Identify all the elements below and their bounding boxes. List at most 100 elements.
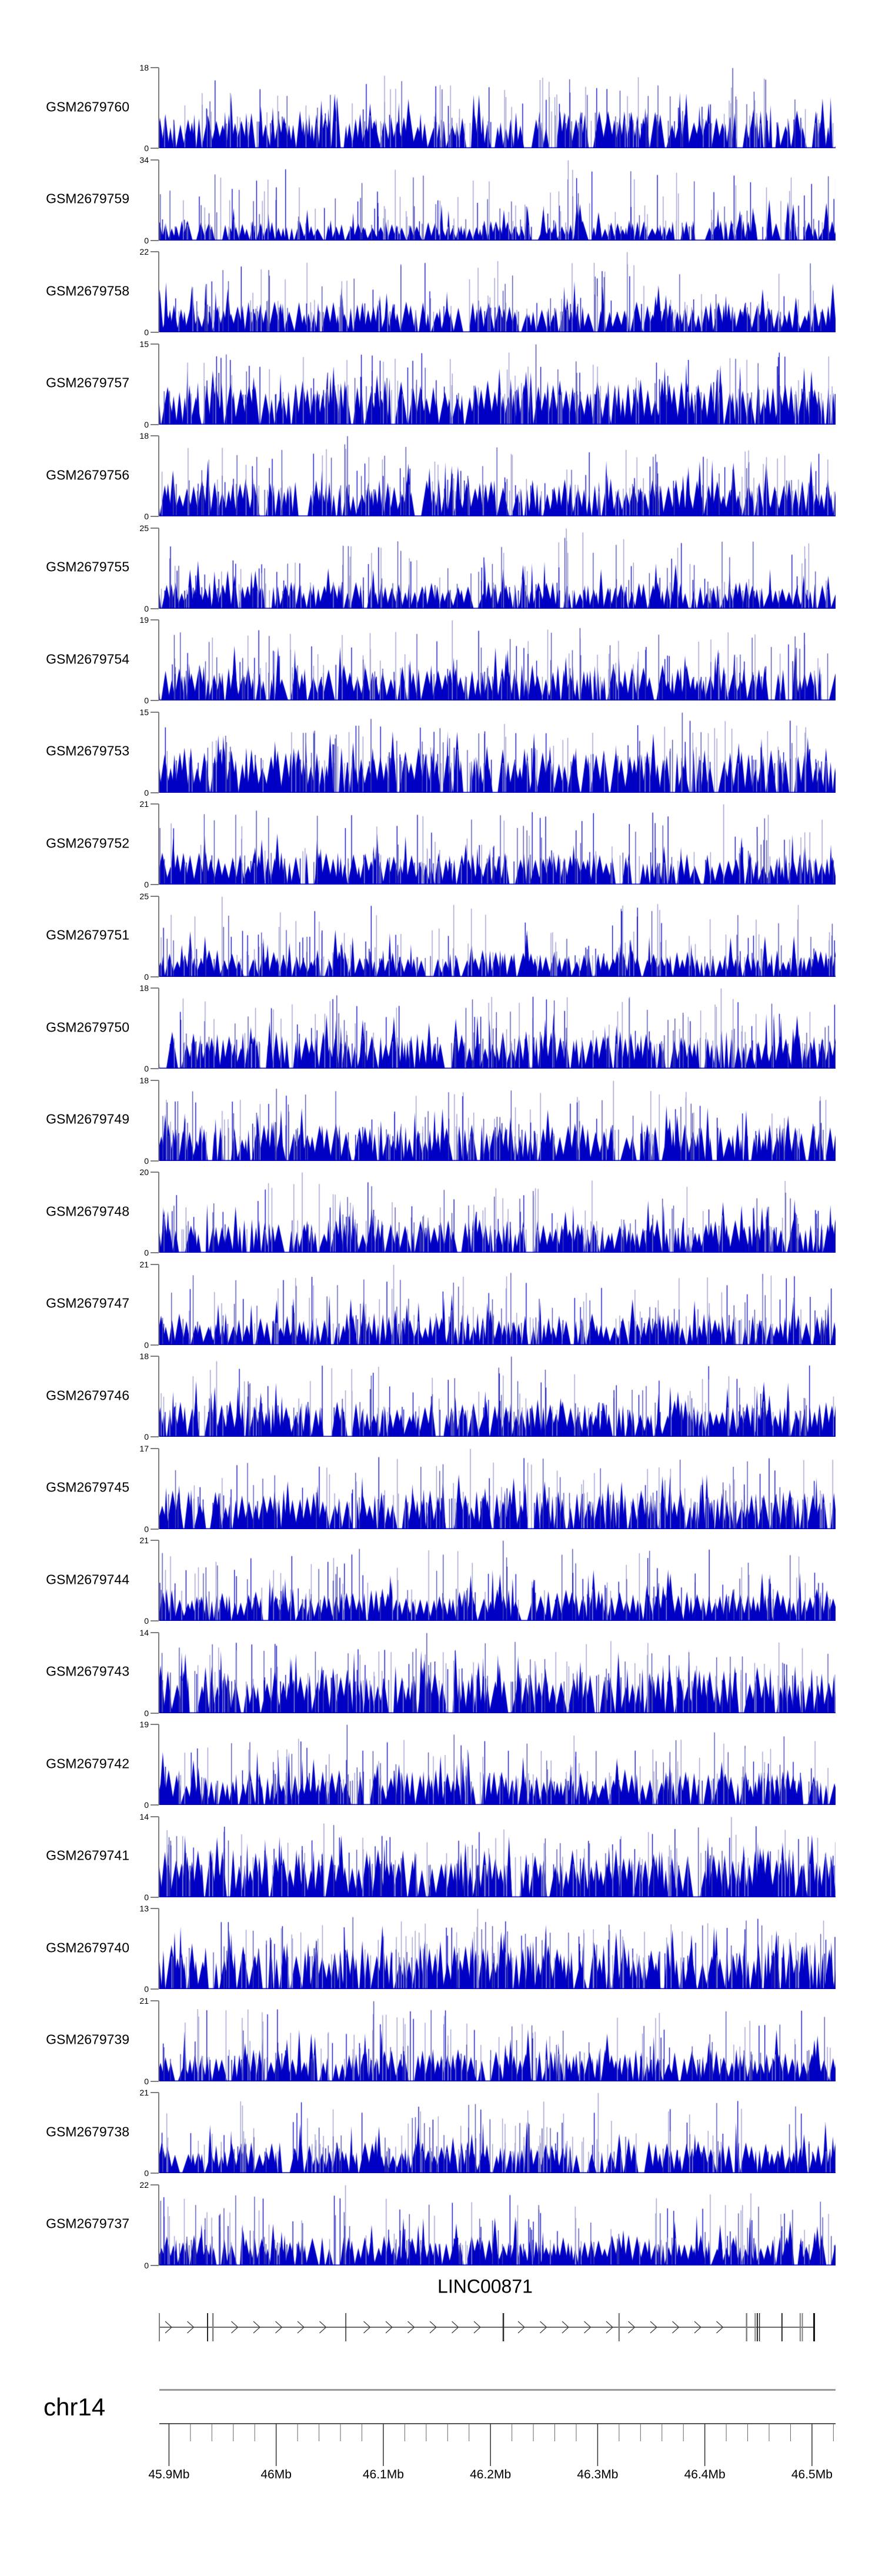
track-y-axis-zero-tick bbox=[151, 1620, 159, 1621]
track-ymax-label: 22 bbox=[139, 247, 149, 256]
coverage-signal-canvas bbox=[159, 343, 836, 425]
track-ymin-label: 0 bbox=[144, 1800, 149, 1810]
strand-arrow-icon bbox=[429, 2321, 437, 2334]
track-y-axis-zero-tick bbox=[151, 332, 159, 333]
track-y-axis-zero-tick bbox=[151, 2264, 159, 2266]
track-y-axis-zero-tick bbox=[151, 423, 159, 425]
coverage-signal-canvas bbox=[159, 1264, 836, 1345]
coverage-signal-canvas bbox=[159, 1908, 836, 1989]
strand-arrow-icon bbox=[584, 2321, 592, 2334]
coverage-signal-canvas bbox=[159, 804, 836, 885]
track-ymin-label: 0 bbox=[144, 419, 149, 429]
track-sample-label: GSM2679746 bbox=[46, 1387, 129, 1403]
track-ymax-label: 18 bbox=[139, 63, 149, 72]
track-sample-label: GSM2679738 bbox=[46, 2124, 129, 2139]
track-y-axis-zero-tick bbox=[151, 1804, 159, 1806]
coverage-signal-canvas bbox=[159, 712, 836, 793]
track-sample-label: GSM2679754 bbox=[46, 651, 129, 666]
track-ymin-label: 0 bbox=[144, 696, 149, 705]
track-y-axis-line bbox=[158, 1632, 159, 1713]
track-ymax-label: 13 bbox=[139, 1904, 149, 1913]
track-y-axis-top-tick bbox=[151, 1540, 159, 1541]
track-sample-label: GSM2679750 bbox=[46, 1019, 129, 1035]
coverage-signal-canvas bbox=[159, 68, 836, 148]
track-y-axis-line bbox=[158, 2000, 159, 2081]
track-y-axis-line bbox=[158, 804, 159, 885]
track-sample-label: GSM2679753 bbox=[46, 743, 129, 759]
track-y-axis-line bbox=[158, 2093, 159, 2173]
exon-bar bbox=[746, 2313, 747, 2341]
track-ymax-label: 18 bbox=[139, 431, 149, 441]
strand-arrow-icon bbox=[694, 2321, 701, 2334]
track-sample-label: GSM2679748 bbox=[46, 1203, 129, 1219]
track-y-axis-line bbox=[158, 1356, 159, 1437]
exon-bar bbox=[207, 2313, 209, 2341]
track-ymax-label: 20 bbox=[139, 1167, 149, 1177]
track-y-axis-top-tick bbox=[151, 1447, 159, 1449]
track-ymin-label: 0 bbox=[144, 1156, 149, 1166]
track-y-axis-top-tick bbox=[151, 1263, 159, 1265]
coverage-signal-canvas bbox=[159, 436, 836, 516]
strand-arrow-icon bbox=[385, 2321, 393, 2334]
track-ymin-label: 0 bbox=[144, 2168, 149, 2178]
strand-arrow-icon bbox=[716, 2321, 724, 2334]
track-ymax-label: 15 bbox=[139, 707, 149, 717]
coverage-signal-canvas bbox=[159, 896, 836, 977]
track-y-axis-top-tick bbox=[151, 435, 159, 436]
track-ymax-label: 19 bbox=[139, 615, 149, 625]
strand-arrow-icon bbox=[650, 2321, 657, 2334]
strand-arrow-icon bbox=[517, 2321, 525, 2334]
track-y-axis-zero-tick bbox=[151, 1068, 159, 1069]
strand-arrow-icon bbox=[231, 2321, 239, 2334]
track-y-axis-zero-tick bbox=[151, 148, 159, 149]
track-ymax-label: 18 bbox=[139, 1352, 149, 1361]
track-ymax-label: 22 bbox=[139, 2180, 149, 2190]
separator-line bbox=[159, 2389, 836, 2391]
track-y-axis-line bbox=[158, 712, 159, 793]
track-y-axis-line bbox=[158, 252, 159, 332]
track-y-axis-zero-tick bbox=[151, 2173, 159, 2174]
track-y-axis-zero-tick bbox=[151, 1160, 159, 1162]
track-y-axis-zero-tick bbox=[151, 516, 159, 517]
exon-bar bbox=[799, 2313, 801, 2341]
coverage-signal-canvas bbox=[159, 620, 836, 700]
ruler-tick-label: 46.4Mb bbox=[684, 2468, 726, 2481]
track-y-axis-line bbox=[158, 528, 159, 609]
track-sample-label: GSM2679744 bbox=[46, 1571, 129, 1587]
track-y-axis-top-tick bbox=[151, 987, 159, 989]
exon-bar bbox=[759, 2313, 760, 2341]
exon-bar bbox=[159, 2313, 160, 2341]
track-ymin-label: 0 bbox=[144, 603, 149, 613]
track-ymin-label: 0 bbox=[144, 1064, 149, 1073]
track-y-axis-top-tick bbox=[151, 803, 159, 805]
track-y-axis-line bbox=[158, 620, 159, 700]
track-y-axis-zero-tick bbox=[151, 884, 159, 885]
exon-bar bbox=[618, 2313, 620, 2341]
track-sample-label: GSM2679740 bbox=[46, 1940, 129, 1955]
track-ymax-label: 21 bbox=[139, 1996, 149, 2006]
track-ymax-label: 21 bbox=[139, 2088, 149, 2097]
track-sample-label: GSM2679758 bbox=[46, 283, 129, 298]
exon-bar bbox=[212, 2313, 214, 2341]
strand-arrow-icon bbox=[297, 2321, 305, 2334]
track-sample-label: GSM2679756 bbox=[46, 467, 129, 482]
track-y-axis-top-tick bbox=[151, 1816, 159, 1817]
gene-model bbox=[159, 2313, 816, 2341]
track-ymin-label: 0 bbox=[144, 972, 149, 982]
track-y-axis-zero-tick bbox=[151, 1436, 159, 1437]
coverage-signal-canvas bbox=[159, 1816, 836, 1897]
strand-arrow-icon bbox=[363, 2321, 371, 2334]
exon-bar bbox=[813, 2313, 816, 2341]
track-y-axis-top-tick bbox=[151, 2000, 159, 2001]
track-ymax-label: 21 bbox=[139, 1259, 149, 1269]
track-y-axis-top-tick bbox=[151, 343, 159, 345]
coverage-signal-canvas bbox=[159, 1172, 836, 1253]
chromosome-label: chr14 bbox=[44, 2393, 106, 2421]
coverage-signal-canvas bbox=[159, 252, 836, 332]
track-ymin-label: 0 bbox=[144, 788, 149, 798]
ruler-tick-label: 46Mb bbox=[260, 2468, 292, 2481]
track-ymax-label: 18 bbox=[139, 1075, 149, 1085]
coverage-signal-canvas bbox=[159, 1540, 836, 1621]
ruler-tick-label: 45.9Mb bbox=[148, 2468, 190, 2481]
track-y-axis-line bbox=[158, 988, 159, 1069]
